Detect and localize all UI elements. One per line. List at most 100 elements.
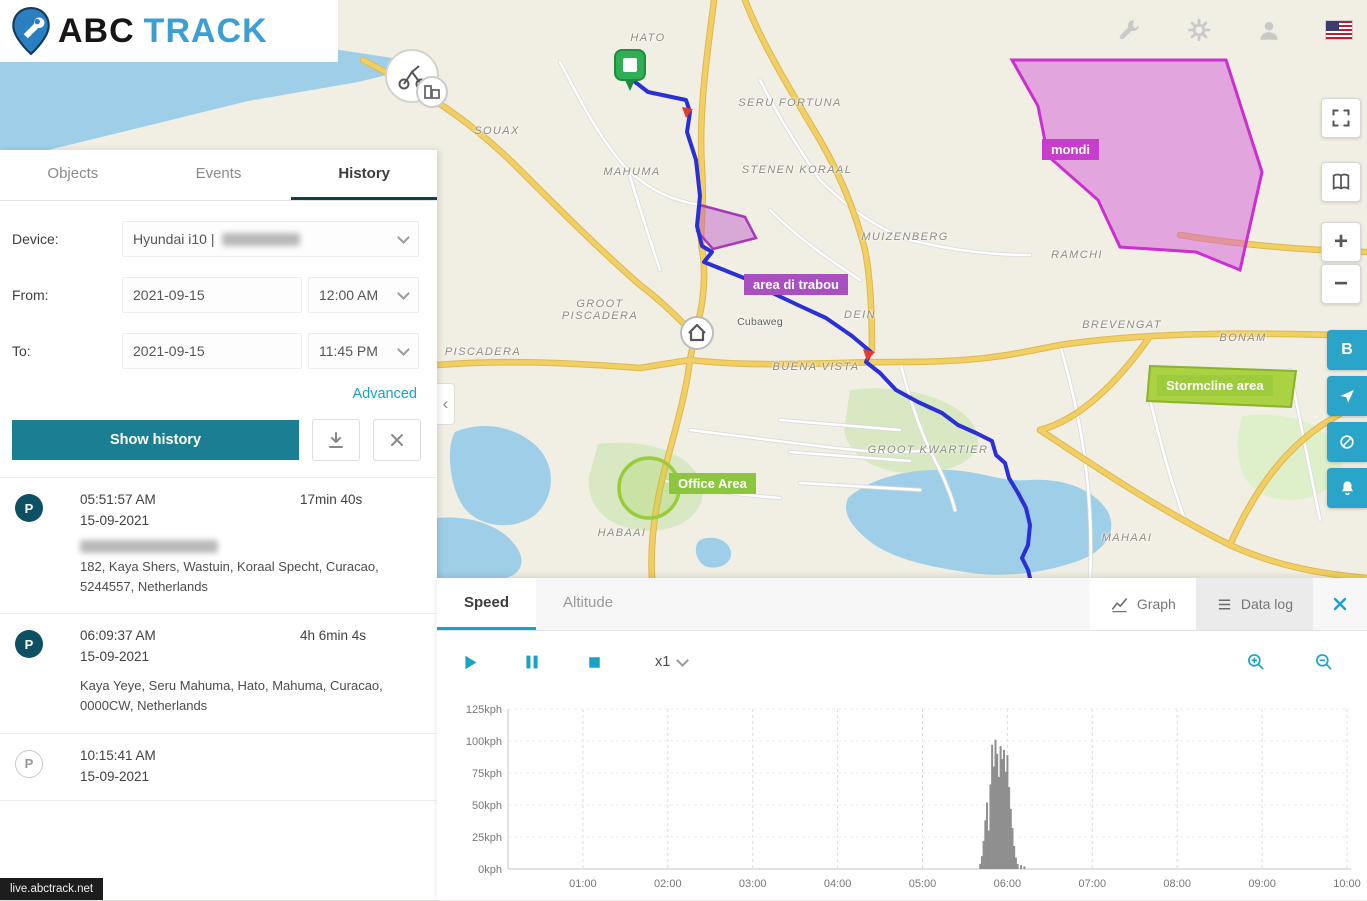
svg-text:100kph: 100kph [466, 736, 502, 748]
datalog-view-button[interactable]: Data log [1195, 578, 1313, 630]
export-route-button[interactable] [312, 419, 360, 461]
svg-text:125kph: 125kph [466, 704, 502, 716]
stop-marker-icon: P [15, 749, 43, 778]
svg-text:03:00: 03:00 [739, 878, 767, 890]
geofence-label-office-area[interactable]: Office Area [669, 473, 756, 494]
close-icon [1333, 597, 1347, 611]
to-date-input[interactable]: 2021-09-15 [122, 333, 302, 369]
tools-button[interactable] [1115, 16, 1143, 44]
chevron-down-icon [676, 654, 690, 667]
svg-text:25kph: 25kph [472, 832, 502, 844]
event-duration: 4h 6min 4s [300, 628, 367, 644]
vehicle-cluster-marker[interactable] [385, 49, 448, 108]
tab-altitude[interactable]: Altitude [563, 594, 614, 611]
book-map-icon [1332, 173, 1350, 190]
tab-events[interactable]: Events [195, 165, 242, 182]
chart-zoom-in-button[interactable] [1245, 651, 1267, 673]
map-layers-button[interactable] [1321, 162, 1361, 202]
graph-view-button[interactable]: Graph [1089, 578, 1196, 630]
advanced-link[interactable]: Advanced [352, 386, 418, 402]
event-date: 15-09-2021 [80, 649, 150, 665]
stop-icon [588, 656, 600, 668]
device-select[interactable]: Hyundai i10 | [122, 221, 419, 257]
language-button[interactable] [1325, 16, 1353, 44]
sidebar-tabs: Objects Events History [0, 150, 438, 201]
zoom-in-icon [1248, 654, 1264, 670]
graph-icon [1111, 597, 1128, 612]
stop-marker-icon: P [15, 630, 43, 659]
play-icon [464, 655, 476, 669]
poi-icon: B [1341, 341, 1353, 358]
brand-text-abc: ABC [58, 11, 135, 50]
pause-button[interactable] [521, 651, 543, 673]
event-time: 06:09:37 AM [80, 628, 156, 644]
svg-text:05:00: 05:00 [909, 878, 937, 890]
fullscreen-icon [1332, 109, 1350, 127]
svg-text:75kph: 75kph [472, 768, 502, 780]
poi-button[interactable]: B [1327, 330, 1367, 370]
redacted-device-name [222, 232, 301, 246]
svg-text:10:00: 10:00 [1333, 878, 1361, 890]
svg-text:04:00: 04:00 [824, 878, 852, 890]
chevron-down-icon [397, 231, 410, 244]
tab-objects[interactable]: Objects [47, 165, 99, 182]
history-item[interactable]: P 06:09:37 AM 4h 6min 4s 15-09-2021 Kaya… [0, 614, 437, 734]
status-tooltip: live.abctrack.net [0, 878, 104, 900]
stop-button[interactable] [583, 651, 605, 673]
account-button[interactable] [1255, 16, 1283, 44]
from-label: From: [12, 287, 49, 303]
tab-speed[interactable]: Speed [437, 578, 537, 630]
left-panel: Objects Events History Device: Hyundai i… [0, 150, 438, 900]
tab-history[interactable]: History [291, 150, 438, 200]
play-button[interactable] [459, 651, 481, 673]
home-poi-icon[interactable] [680, 316, 714, 350]
close-panel-button[interactable] [1313, 578, 1367, 630]
wrench-icon [1119, 20, 1139, 40]
download-icon [329, 432, 343, 448]
show-history-button[interactable]: Show history [12, 420, 299, 460]
history-item[interactable]: P 05:51:57 AM 17min 40s 15-09-2021 182, … [0, 478, 437, 615]
circle-slash-icon [1340, 435, 1354, 449]
minus-icon: − [1333, 270, 1348, 297]
svg-text:08:00: 08:00 [1163, 878, 1191, 890]
fullscreen-button[interactable] [1321, 98, 1361, 138]
geofence-button[interactable] [1327, 422, 1367, 462]
event-address: 182, Kaya Shers, Wastuin, Koraal Specht,… [80, 540, 421, 597]
geofence-polygon-mondi[interactable] [1009, 58, 1264, 273]
from-time-select[interactable]: 12:00 AM [308, 277, 419, 313]
list-icon [1218, 599, 1231, 609]
playback-speed-value: x1 [655, 654, 671, 670]
geofence-label-stormcline[interactable]: Stormcline area [1157, 375, 1273, 396]
from-date-input[interactable]: 2021-09-15 [122, 277, 302, 313]
from-date-value: 2021-09-15 [133, 287, 205, 303]
route-start-marker[interactable] [614, 49, 646, 91]
brand-pin-icon [12, 7, 50, 56]
playback-speed-select[interactable]: x1 [655, 654, 690, 670]
chart-zoom-out-button[interactable] [1313, 651, 1335, 673]
graph-panel: Speed Altitude Graph Data log [437, 578, 1367, 900]
settings-button[interactable] [1185, 16, 1213, 44]
to-time-select[interactable]: 11:45 PM [308, 333, 419, 369]
device-value: Hyundai i10 | [133, 231, 215, 247]
from-time-value: 12:00 AM [319, 287, 379, 303]
geofence-label-area-di-trabou[interactable]: area di trabou [744, 274, 848, 295]
pause-icon [526, 655, 538, 669]
svg-text:01:00: 01:00 [569, 878, 597, 890]
to-label: To: [12, 343, 31, 359]
alerts-button[interactable] [1327, 468, 1367, 508]
zoom-out-button[interactable]: − [1321, 264, 1361, 304]
navigate-button[interactable] [1327, 376, 1367, 416]
user-icon [1260, 21, 1278, 40]
zoom-in-button[interactable]: + [1321, 222, 1361, 262]
route-polyline [628, 76, 1032, 580]
navigation-arrow-icon [1340, 390, 1354, 403]
sidebar-collapse-handle[interactable]: ‹ [437, 383, 455, 425]
speed-chart: 01:00 02:00 03:00 04:00 05:00 06:00 07:00 08:00… [437, 693, 1367, 901]
device-label: Device: [12, 231, 59, 247]
history-item[interactable]: P 10:15:41 AM 15-09-2021 [0, 734, 437, 801]
chevron-down-icon [397, 343, 410, 356]
clear-history-button[interactable] [373, 419, 421, 461]
geofence-label-mondi[interactable]: mondi [1042, 139, 1099, 160]
redacted-address-line [80, 540, 218, 553]
app-logo[interactable]: ABC TRACK [0, 0, 338, 62]
